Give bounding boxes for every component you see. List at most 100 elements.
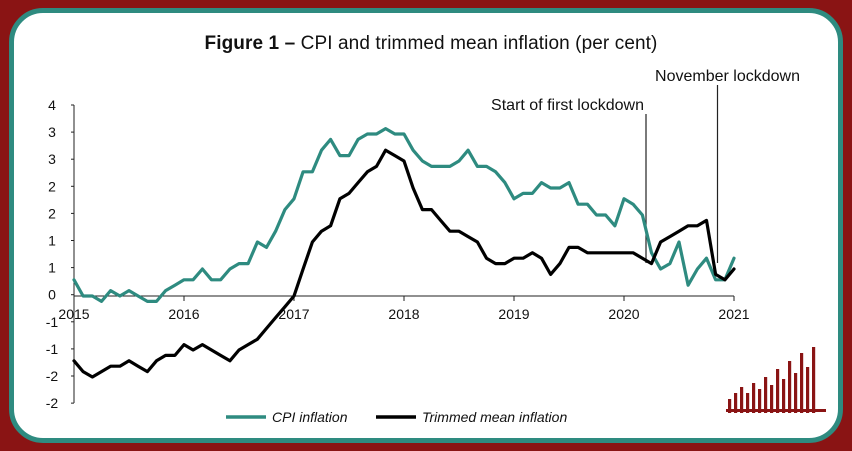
trimmed-mean-point xyxy=(329,225,332,227)
cpi-point xyxy=(91,295,94,297)
trimmed-mean-point xyxy=(476,241,479,243)
cpi-point xyxy=(164,289,167,292)
cpi-point xyxy=(476,165,479,168)
cpi-point xyxy=(549,187,552,189)
cpi-point xyxy=(100,300,103,303)
y-tick-label: 4 xyxy=(48,97,56,113)
cpi-point xyxy=(155,300,158,303)
trimmed-mean-point xyxy=(430,208,433,211)
trimmed-mean-point xyxy=(137,365,139,368)
chart-title-bold: Figure 1 – xyxy=(204,33,296,54)
trimmed-mean-point xyxy=(384,149,387,151)
trimmed-mean-point xyxy=(531,252,534,254)
legend-label-trimmed: Trimmed mean inflation xyxy=(422,409,567,425)
cpi-point xyxy=(192,279,194,281)
lockdown-annotations: Start of first lockdown November lockdown xyxy=(491,68,800,263)
cpi-point xyxy=(632,203,634,205)
trimmed-mean-point xyxy=(320,230,323,232)
x-tick-label: 2021 xyxy=(718,306,749,322)
cpi-point xyxy=(421,160,424,162)
cpi-point xyxy=(82,295,84,297)
logo-bar xyxy=(782,379,786,413)
cpi-point xyxy=(669,262,671,265)
trimmed-mean-point xyxy=(91,376,94,378)
cpi-point xyxy=(109,289,112,292)
trimmed-mean-point xyxy=(192,349,194,351)
cpi-point xyxy=(119,295,121,297)
logo-bar xyxy=(728,399,732,413)
trimmed-mean-point xyxy=(302,268,304,270)
cpi-point xyxy=(302,171,304,173)
trimmed-mean-point xyxy=(504,262,506,265)
trimmed-mean-point xyxy=(183,343,185,346)
trimmed-mean-point xyxy=(687,225,689,227)
trimmed-mean-point xyxy=(696,225,699,227)
trimmed-mean-point xyxy=(439,219,442,222)
trimmed-mean-point xyxy=(247,343,249,346)
trimmed-mean-point xyxy=(311,241,314,243)
trimmed-mean-point xyxy=(614,252,616,254)
trimmed-mean-point xyxy=(650,262,653,265)
cpi-point xyxy=(623,198,625,200)
y-tick-label: -2 xyxy=(46,395,59,411)
cpi-point xyxy=(540,181,543,184)
cpi-point xyxy=(531,192,534,195)
cpi-point xyxy=(430,165,433,168)
cpi-point xyxy=(504,181,506,184)
cpi-point xyxy=(137,295,139,297)
trimmed-mean-point xyxy=(568,246,570,249)
cpi-inflation-line xyxy=(72,126,736,303)
cpi-point xyxy=(659,268,662,270)
y-tick-label: -2 xyxy=(46,368,59,384)
trimmed-mean-point xyxy=(549,273,552,276)
y-axis-ticks: 4 3 3 2 2 1 1 0 -1 -1 -2 -2 xyxy=(46,97,74,411)
trimmed-mean-point xyxy=(632,252,634,254)
trimmed-mean-point xyxy=(201,343,204,346)
trimmed-mean-point xyxy=(100,370,103,373)
chart-title-rest: CPI and trimmed mean inflation (per cent… xyxy=(300,33,658,54)
y-tick-label: -1 xyxy=(46,314,59,330)
cpi-point xyxy=(687,284,689,287)
trimmed-mean-point xyxy=(522,257,524,259)
figure-panel: Figure 1 – CPI and trimmed mean inflatio… xyxy=(9,8,843,443)
trimmed-mean-point xyxy=(559,262,561,265)
cpi-point xyxy=(494,171,497,173)
y-tick-label: 2 xyxy=(48,178,56,194)
cpi-point xyxy=(146,300,149,303)
trimmed-mean-point xyxy=(659,241,662,243)
trimmed-mean-point xyxy=(458,230,460,232)
logo-bar xyxy=(800,353,804,413)
cpi-point xyxy=(449,165,451,168)
logo-bar xyxy=(806,367,810,413)
trimmed-mean-point xyxy=(669,235,671,238)
trimmed-mean-point xyxy=(210,349,213,351)
cpi-point xyxy=(568,181,570,184)
trimmed-mean-point xyxy=(449,230,451,232)
cpi-point xyxy=(705,257,708,259)
cpi-point xyxy=(339,154,341,157)
trimmed-mean-line xyxy=(72,148,736,379)
trimmed-mean-point xyxy=(467,235,469,238)
cpi-point xyxy=(412,149,414,151)
trimmed-mean-point xyxy=(357,181,359,184)
cpi-point xyxy=(265,246,268,249)
cpi-point xyxy=(256,241,259,243)
cpi-point xyxy=(614,225,616,227)
trimmed-mean-point xyxy=(73,360,75,362)
trimmed-mean-point xyxy=(403,160,405,162)
trimmed-mean-point xyxy=(119,365,121,368)
logo-bar xyxy=(812,347,816,413)
cpi-point xyxy=(274,230,277,232)
logo-baseline xyxy=(726,409,826,412)
cpi-point xyxy=(183,279,185,281)
cpi-point xyxy=(329,138,332,141)
cpi-point xyxy=(247,262,249,265)
cpi-point xyxy=(577,203,579,205)
logo-bar xyxy=(758,389,762,413)
cpi-point xyxy=(284,208,286,211)
trimmed-mean-point xyxy=(494,262,497,265)
y-tick-label: 0 xyxy=(48,287,56,303)
logo-bar xyxy=(740,387,744,413)
cpi-point xyxy=(439,165,442,168)
